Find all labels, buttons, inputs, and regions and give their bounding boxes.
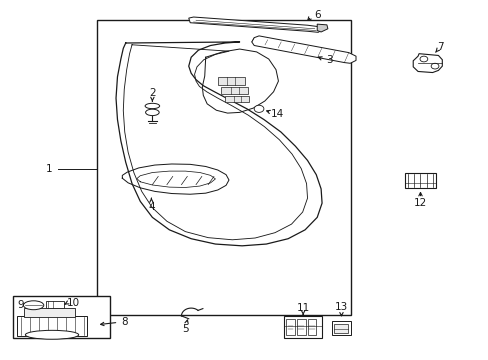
Circle shape xyxy=(419,56,427,62)
Text: 1: 1 xyxy=(46,164,53,174)
Text: 7: 7 xyxy=(437,41,443,51)
Text: 9: 9 xyxy=(17,300,24,310)
Text: 5: 5 xyxy=(182,324,188,334)
Text: 10: 10 xyxy=(67,298,80,308)
Text: 3: 3 xyxy=(325,55,332,66)
Bar xyxy=(296,319,305,335)
Text: 12: 12 xyxy=(413,198,426,208)
Bar xyxy=(17,316,87,336)
Bar xyxy=(24,308,75,317)
Bar xyxy=(285,319,294,335)
Ellipse shape xyxy=(23,301,44,310)
Text: 2: 2 xyxy=(149,88,155,98)
Bar xyxy=(284,316,322,338)
Text: 4: 4 xyxy=(148,202,154,212)
Bar xyxy=(97,20,350,315)
Ellipse shape xyxy=(145,103,159,109)
Circle shape xyxy=(254,105,264,112)
Bar xyxy=(307,319,316,335)
Bar xyxy=(45,301,64,308)
Bar xyxy=(217,77,244,85)
Text: 14: 14 xyxy=(270,109,284,119)
Polygon shape xyxy=(251,36,355,63)
Text: 11: 11 xyxy=(296,303,309,313)
Text: 13: 13 xyxy=(334,302,347,312)
Bar xyxy=(224,96,249,103)
Ellipse shape xyxy=(145,109,159,116)
Bar xyxy=(333,324,347,333)
Text: 6: 6 xyxy=(313,9,320,19)
Polygon shape xyxy=(412,54,442,72)
Text: 8: 8 xyxy=(121,317,127,327)
Bar xyxy=(405,173,435,188)
Bar xyxy=(13,296,109,338)
Circle shape xyxy=(430,63,438,69)
Polygon shape xyxy=(188,17,322,32)
Ellipse shape xyxy=(25,330,79,339)
Bar xyxy=(221,87,247,94)
Polygon shape xyxy=(317,24,327,32)
Bar xyxy=(331,320,350,335)
